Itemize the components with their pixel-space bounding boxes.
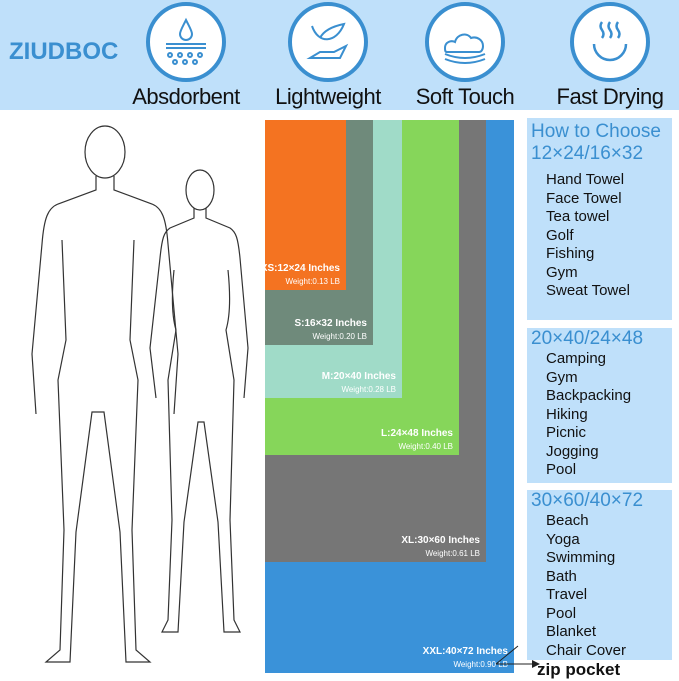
use-case-item: Chair Cover (546, 641, 627, 659)
size-label: M:20×40 Inches (321, 371, 396, 382)
use-case-item: Jogging (546, 442, 599, 460)
steam-bowl-icon (592, 21, 628, 62)
use-case-item: Beach (546, 512, 589, 529)
weight-label: Weight:0.20 LB (312, 332, 367, 341)
feature-absorbent: Absdorbent (126, 2, 246, 110)
use-case-item: Swimming (546, 549, 616, 566)
how-to-choose-group-2: 20×40/24×48 Camping Gym Backpacking Hiking P… (527, 328, 672, 483)
use-case-item: Yoga (546, 530, 580, 548)
size-label: L:24×48 Inches (381, 428, 453, 439)
how-to-choose-title: How to Choose (531, 121, 661, 142)
use-case-item: Backpacking (546, 387, 632, 404)
use-case-item: Hand Towel (546, 171, 625, 188)
use-case-item: Sweat Towel (546, 282, 630, 299)
feature-banner: ZIUDBOC Absdorbent Lightweight Soft Touc… (0, 0, 679, 110)
zip-pocket-arrow (495, 645, 540, 668)
use-case-item: Bath (546, 567, 577, 585)
group-heading: 12×24/16×32 (531, 143, 644, 164)
how-to-choose-group-3: 30×60/40×72 Beach Yoga Swimming Bath Travel P… (527, 490, 672, 660)
size-label: XXL:40×72 Inches (422, 646, 508, 657)
use-case-item: Tea towel (546, 208, 610, 225)
cloud-cushion-icon (443, 33, 486, 64)
group-heading: 30×60/40×72 (531, 490, 644, 511)
feature-soft-touch: Soft Touch (405, 2, 525, 110)
use-case-item: Face Towel (546, 189, 622, 207)
weight-label: Weight:0.28 LB (341, 385, 396, 394)
use-case-item: Blanket (546, 623, 597, 640)
human-figures-illustration (31, 125, 249, 663)
size-box-xs: XS:12×24 Inches Weight:0.13 LB (261, 120, 346, 290)
use-case-item: Pool (546, 604, 577, 622)
brand-logo: ZIUDBOC (9, 38, 119, 65)
size-label: XS:12×24 Inches (260, 263, 340, 274)
weight-label: Weight:0.13 LB (285, 277, 340, 286)
feather-hand-icon (306, 22, 349, 59)
feature-fast-drying: Fast Drying (550, 2, 670, 110)
feature-lightweight: Lightweight (268, 2, 388, 110)
use-case-item: Picnic (546, 424, 587, 441)
use-case-item: Golf (546, 226, 574, 244)
use-case-item: Gym (546, 263, 578, 281)
use-case-item: Fishing (546, 245, 595, 262)
use-case-item: Pool (546, 461, 577, 478)
weight-label: Weight:0.61 LB (425, 549, 480, 558)
use-case-item: Camping (546, 350, 607, 367)
zip-pocket-label: zip pocket (537, 660, 621, 679)
use-case-item: Hiking (546, 405, 588, 423)
group-heading: 20×40/24×48 (531, 328, 644, 349)
size-label: S:16×32 Inches (294, 318, 367, 329)
how-to-choose-group-1: How to Choose 12×24/16×32 Hand Towel Face… (527, 118, 672, 320)
weight-label: Weight:0.40 LB (398, 442, 453, 451)
use-case-item: Travel (546, 586, 588, 603)
water-drop-pores-icon (166, 17, 206, 65)
use-case-item: Gym (546, 368, 578, 386)
size-label: XL:30×60 Inches (401, 535, 480, 546)
weight-label: Weight:0.90 LB (453, 660, 508, 669)
